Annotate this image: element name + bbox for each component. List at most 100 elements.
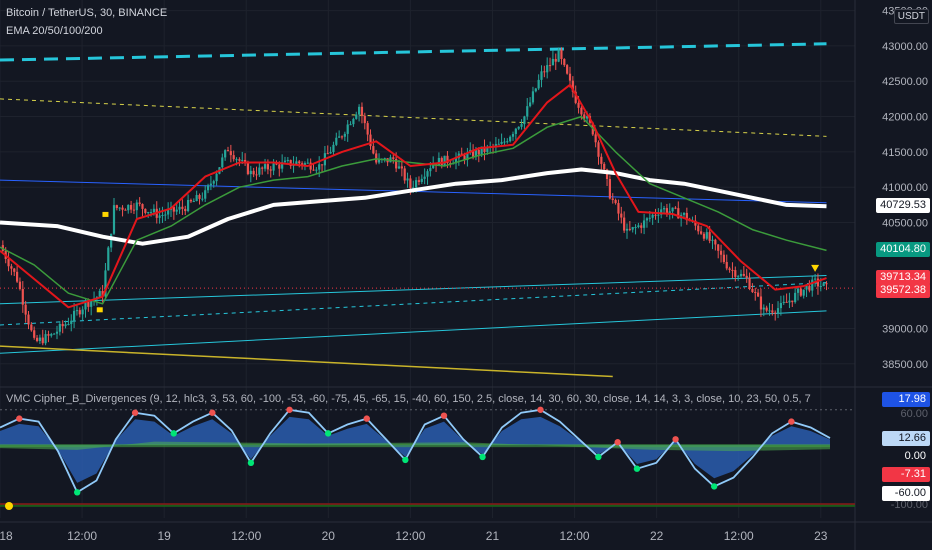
- candle-body: [67, 324, 70, 326]
- candle-body: [192, 201, 195, 203]
- candle-body: [84, 301, 87, 310]
- osc-sell-dot: [131, 409, 139, 416]
- candle-body: [671, 207, 674, 212]
- candle-body: [486, 146, 489, 152]
- candle-body: [70, 320, 73, 325]
- symbol-title[interactable]: Bitcoin / TetherUS, 30, BINANCE: [6, 7, 168, 19]
- candle-body: [620, 213, 623, 218]
- candle-body: [734, 270, 737, 277]
- candle-body: [802, 289, 805, 296]
- price-tick-label: 38500.00: [882, 359, 928, 371]
- candle-body: [574, 91, 577, 103]
- candle-body: [682, 212, 686, 215]
- price-value-tag: 40104.80: [876, 242, 930, 258]
- candle-body: [529, 102, 532, 107]
- osc-value-tag: -60.00: [882, 486, 930, 501]
- candle-body: [426, 171, 429, 177]
- candle-body: [511, 133, 515, 137]
- candle-body: [375, 153, 378, 163]
- candle-body: [392, 157, 395, 159]
- candle-body: [412, 187, 415, 189]
- osc-buy-dot: [247, 459, 255, 467]
- candle-body: [477, 149, 480, 155]
- candle-body: [754, 292, 757, 294]
- candle-body: [338, 136, 341, 138]
- candle-body: [383, 158, 386, 160]
- candle-body: [195, 195, 198, 202]
- candle-body: [303, 163, 307, 166]
- candle-body: [295, 161, 298, 165]
- candle-body: [75, 310, 79, 312]
- candle-body: [648, 217, 651, 219]
- price-tick-label: 43000.00: [882, 41, 928, 53]
- candle-body: [332, 144, 335, 152]
- candle-body: [742, 273, 745, 276]
- osc-buy-dot: [324, 430, 332, 437]
- candle-body: [443, 155, 446, 166]
- candle-body: [759, 296, 763, 310]
- currency-badge[interactable]: USDT: [893, 9, 929, 24]
- candle-body: [771, 310, 774, 313]
- candle-body: [811, 279, 814, 291]
- candle-body: [73, 310, 76, 321]
- trend-line-yellow-low: [0, 345, 613, 378]
- candle-body: [315, 169, 318, 171]
- candle-body: [403, 168, 406, 181]
- candle-body: [346, 124, 349, 134]
- price-axis[interactable]: 43500.0043000.0042500.0042000.0041500.00…: [882, 6, 928, 511]
- candle-body: [58, 323, 61, 332]
- candle-body: [674, 207, 677, 209]
- candle-body: [244, 159, 247, 163]
- oscillator-legend[interactable]: VMC Cipher_B_Divergences (9, 12, hlc3, 3…: [6, 393, 811, 405]
- candle-body: [400, 166, 403, 169]
- ema-indicator-label[interactable]: EMA 20/50/100/200: [6, 25, 103, 37]
- candle-body: [18, 281, 22, 290]
- candle-body: [415, 180, 418, 188]
- candle-body: [514, 128, 517, 134]
- candle-body: [677, 208, 680, 219]
- candle-body: [115, 205, 118, 209]
- time-tick-label: 12:00: [67, 529, 97, 543]
- buy-signal-marker: [96, 307, 103, 313]
- candle-body: [785, 301, 788, 303]
- candle-body: [788, 300, 791, 303]
- osc-sell-dot: [672, 436, 679, 443]
- time-tick-label: 12:00: [231, 529, 261, 543]
- wt1-line: [0, 408, 831, 494]
- candle-body: [791, 300, 794, 303]
- candle-body: [90, 300, 93, 307]
- candle-body: [283, 160, 287, 163]
- candle-body: [523, 116, 526, 125]
- candle-body: [107, 247, 110, 271]
- candle-body: [152, 208, 155, 213]
- candle-body: [557, 49, 560, 62]
- candle-body: [577, 102, 580, 108]
- candle-body: [546, 65, 549, 73]
- trend-line-cyan-channel-low: [0, 310, 827, 354]
- candle-body: [215, 173, 218, 182]
- candle-body: [597, 142, 600, 157]
- candle-body: [600, 156, 603, 164]
- candle-body: [64, 324, 67, 327]
- candle-body: [78, 310, 81, 315]
- candle-body: [657, 214, 660, 216]
- price-tick-label: 42000.00: [882, 112, 928, 124]
- candle-body: [808, 285, 811, 291]
- candle-body: [98, 291, 101, 298]
- time-axis[interactable]: 18 12:00 19 12:00 20 12:00 21 12:00 22 12:00 23: [0, 529, 828, 543]
- candle-body: [423, 176, 426, 179]
- candle-body: [634, 227, 637, 229]
- candle-body: [50, 334, 53, 336]
- osc-sell-dot: [440, 412, 448, 419]
- candle-body: [164, 214, 167, 216]
- candle-body: [526, 106, 529, 117]
- candle-body: [417, 180, 421, 182]
- candle-body: [44, 334, 47, 344]
- candle-body: [568, 73, 572, 81]
- candle-body: [397, 166, 401, 169]
- candle-body: [204, 190, 207, 199]
- candle-body: [520, 124, 523, 127]
- candle-body: [149, 212, 153, 214]
- candle-body: [586, 116, 589, 119]
